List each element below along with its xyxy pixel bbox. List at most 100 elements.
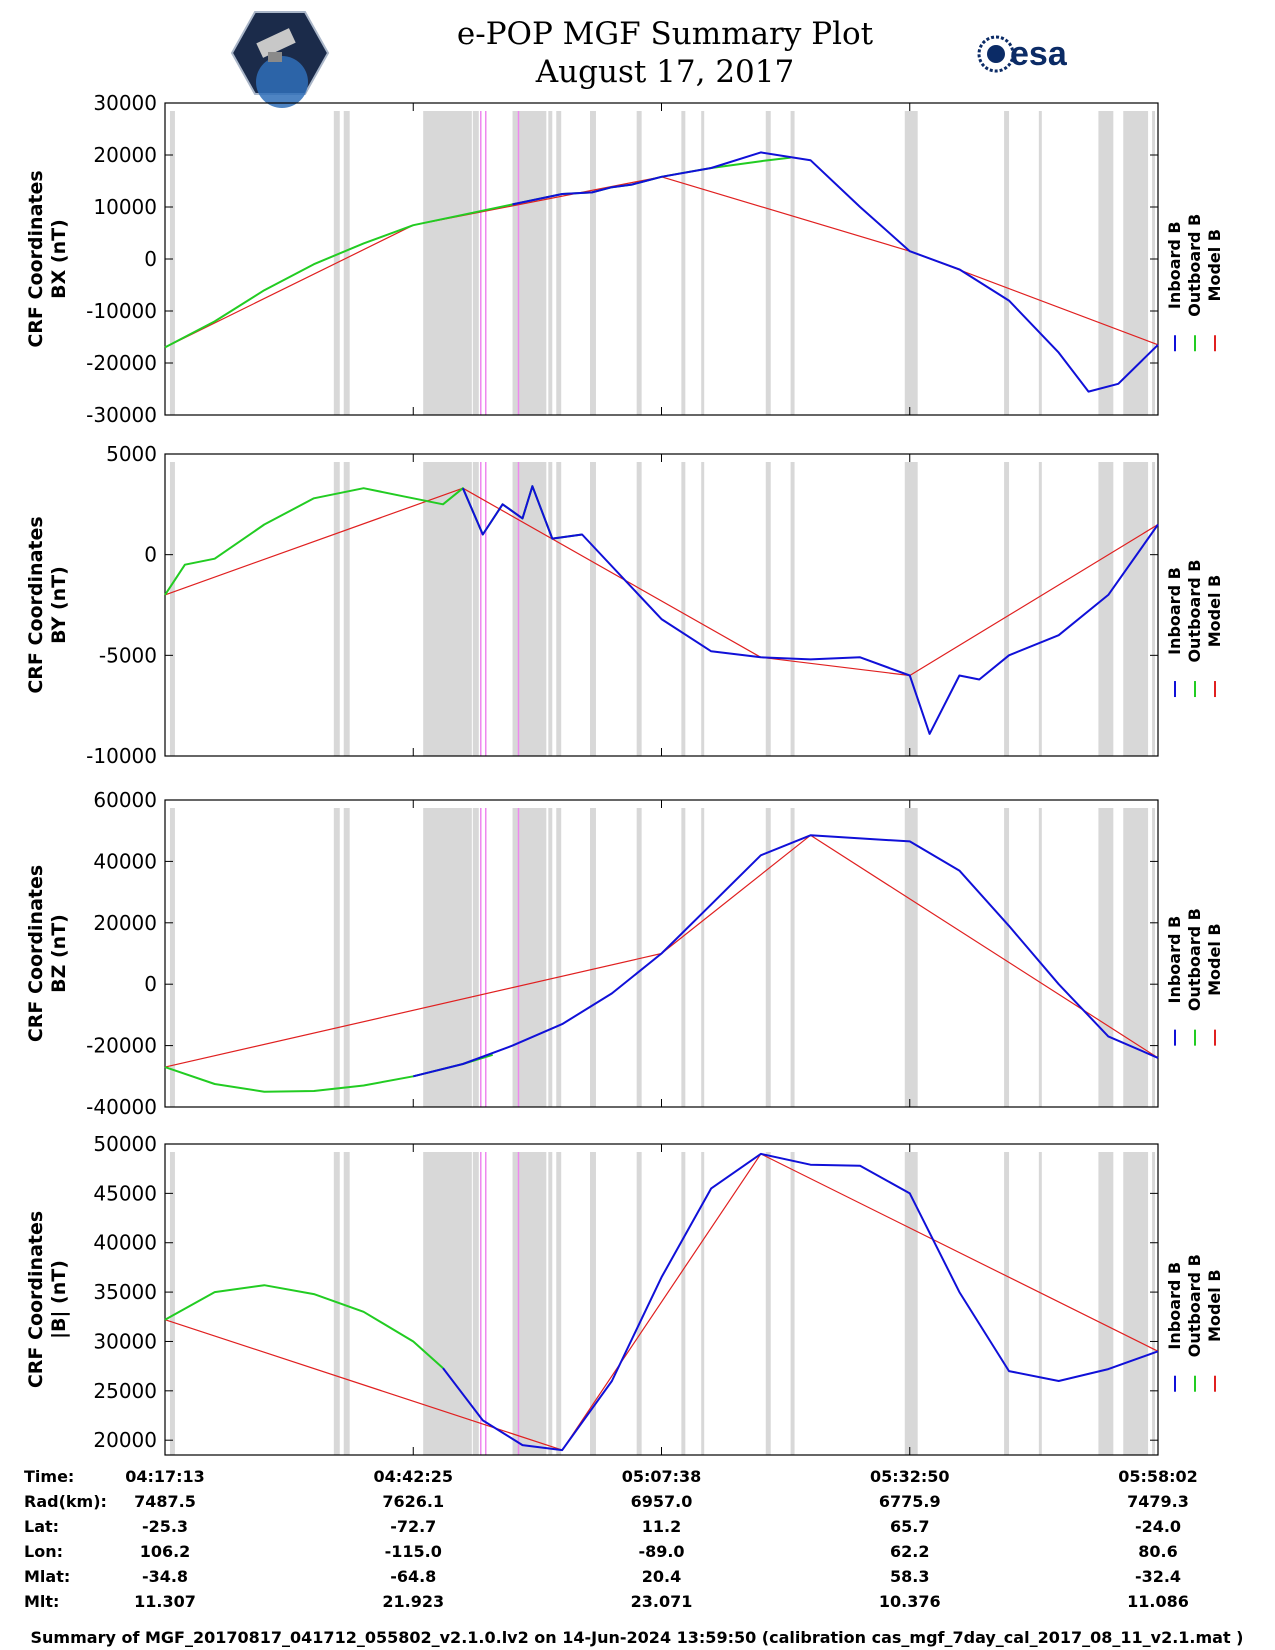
- ephemeris-value: 62.2: [890, 1542, 929, 1561]
- gap-band: [765, 111, 771, 415]
- ephemeris-row-label: Lon:: [24, 1542, 63, 1561]
- y-tick-label: -20000: [86, 351, 157, 375]
- ephemeris-row-label: Rad(km):: [24, 1492, 107, 1511]
- legend-label-inboard: Inboard B: [1165, 567, 1184, 655]
- chart-panel-2: 5000 0 -5000 -10000 CRF CoordinatesBY (nT) In…: [25, 442, 1224, 768]
- y-tick-label: 20000: [93, 143, 157, 167]
- ephemeris-value: 04:42:25: [373, 1467, 453, 1486]
- gap-band: [343, 808, 350, 1107]
- y-axis-label-line: BX (nT): [48, 219, 70, 299]
- y-tick-label: 35000: [93, 1280, 157, 1304]
- ephemeris-value: -25.3: [142, 1517, 188, 1536]
- y-tick-label: -5000: [99, 643, 157, 667]
- y-axis-label-line: CRF Coordinates: [25, 1211, 47, 1388]
- gap-band: [1098, 111, 1114, 415]
- legend-label-outboard: Outboard B: [1185, 908, 1204, 1011]
- panels: 30000 20000 10000 0 -10000 -20000 -30000 CRF Co…: [25, 91, 1224, 1456]
- gap-band: [1152, 111, 1156, 415]
- ephemeris-value: 05:07:38: [622, 1467, 702, 1486]
- legend-label-model: Model B: [1205, 575, 1224, 647]
- ephemeris-value: 106.2: [140, 1542, 191, 1561]
- legend-label-outboard: Outboard B: [1185, 1254, 1204, 1357]
- ephemeris-value: -72.7: [390, 1517, 436, 1536]
- y-tick-label: -10000: [86, 744, 157, 768]
- y-tick-label: 30000: [93, 1329, 157, 1353]
- gap-band: [1123, 1152, 1149, 1455]
- ephemeris-value: 7479.3: [1127, 1492, 1189, 1511]
- gap-band: [904, 111, 918, 415]
- gap-band: [548, 111, 553, 415]
- legend-label-inboard: Inboard B: [1165, 221, 1184, 309]
- gap-band: [333, 1152, 340, 1455]
- y-axis-label: CRF CoordinatesBZ (nT): [25, 865, 70, 1042]
- gap-band: [556, 1152, 562, 1455]
- ephemeris-value: -89.0: [638, 1542, 684, 1561]
- gap-band: [636, 1152, 642, 1455]
- gap-band: [790, 462, 795, 756]
- ephemeris-value: 05:58:02: [1118, 1467, 1198, 1486]
- ephemeris-row-label: Mlat:: [24, 1567, 70, 1586]
- gap-band: [333, 808, 340, 1107]
- ephemeris-value: 20.4: [642, 1567, 681, 1586]
- gap-band: [556, 808, 562, 1107]
- gap-band: [590, 111, 596, 415]
- gap-band: [1098, 462, 1114, 756]
- gap-band: [1038, 808, 1042, 1107]
- series-line-model-b: [164, 834, 1159, 1068]
- ephemeris-value: 80.6: [1138, 1542, 1177, 1561]
- gap-band: [423, 808, 472, 1107]
- gap-band: [423, 111, 472, 415]
- chart-panel-3: 60000 40000 20000 0 -20000 -40000 CRF Coordina…: [25, 788, 1224, 1119]
- y-tick-label: 50000: [93, 1132, 157, 1156]
- gap-band: [765, 1152, 771, 1455]
- y-axis-label: CRF CoordinatesBY (nT): [25, 516, 70, 693]
- y-axis-label-line: CRF Coordinates: [25, 170, 47, 347]
- series-line-model-b: [164, 1153, 1159, 1451]
- gap-band: [1098, 808, 1114, 1107]
- ephemeris-value: 65.7: [890, 1517, 929, 1536]
- gap-band: [343, 1152, 350, 1455]
- gap-band: [765, 462, 771, 756]
- series-line-inboard-b: [442, 1152, 1159, 1452]
- gap-band: [790, 1152, 795, 1455]
- gap-band: [423, 462, 472, 756]
- y-axis-label-line: CRF Coordinates: [25, 865, 47, 1042]
- gap-band: [1123, 111, 1149, 415]
- gap-band: [512, 111, 547, 415]
- gap-band: [548, 462, 553, 756]
- gap-band: [423, 1152, 472, 1455]
- legend-label-model: Model B: [1205, 229, 1224, 301]
- ephemeris-row-label: Time:: [24, 1467, 74, 1486]
- series-line-inboard-b: [461, 485, 1159, 735]
- ephemeris-value: -32.4: [1135, 1567, 1181, 1586]
- gap-band: [512, 1152, 547, 1455]
- gap-band: [472, 808, 479, 1107]
- gap-band: [904, 1152, 918, 1455]
- gap-band: [548, 808, 553, 1107]
- gap-band: [1004, 1152, 1010, 1455]
- ephemeris-value: 21.923: [382, 1592, 444, 1611]
- ephemeris-value: 23.071: [631, 1592, 693, 1611]
- gap-band: [790, 111, 795, 415]
- gap-band: [681, 111, 686, 415]
- gap-band: [343, 462, 350, 756]
- gap-band: [548, 1152, 553, 1455]
- gap-band: [904, 462, 918, 756]
- ephemeris-value: 6775.9: [879, 1492, 941, 1511]
- gap-band: [1152, 1152, 1156, 1455]
- esa-logo-text: esa: [1010, 35, 1068, 73]
- y-tick-label: -20000: [86, 1034, 157, 1058]
- y-tick-label: 20000: [93, 911, 157, 935]
- ephemeris-value: 04:17:13: [125, 1467, 205, 1486]
- y-tick-label: 45000: [93, 1181, 157, 1205]
- y-tick-label: 60000: [93, 788, 157, 812]
- gap-band: [1004, 111, 1010, 415]
- ephemeris-value: 7487.5: [134, 1492, 196, 1511]
- gap-band: [556, 111, 562, 415]
- ephemeris-value: 58.3: [890, 1567, 929, 1586]
- gap-band: [1123, 462, 1149, 756]
- y-tick-label: 25000: [93, 1379, 157, 1403]
- gap-band: [701, 1152, 705, 1455]
- ephemeris-value: -24.0: [1135, 1517, 1181, 1536]
